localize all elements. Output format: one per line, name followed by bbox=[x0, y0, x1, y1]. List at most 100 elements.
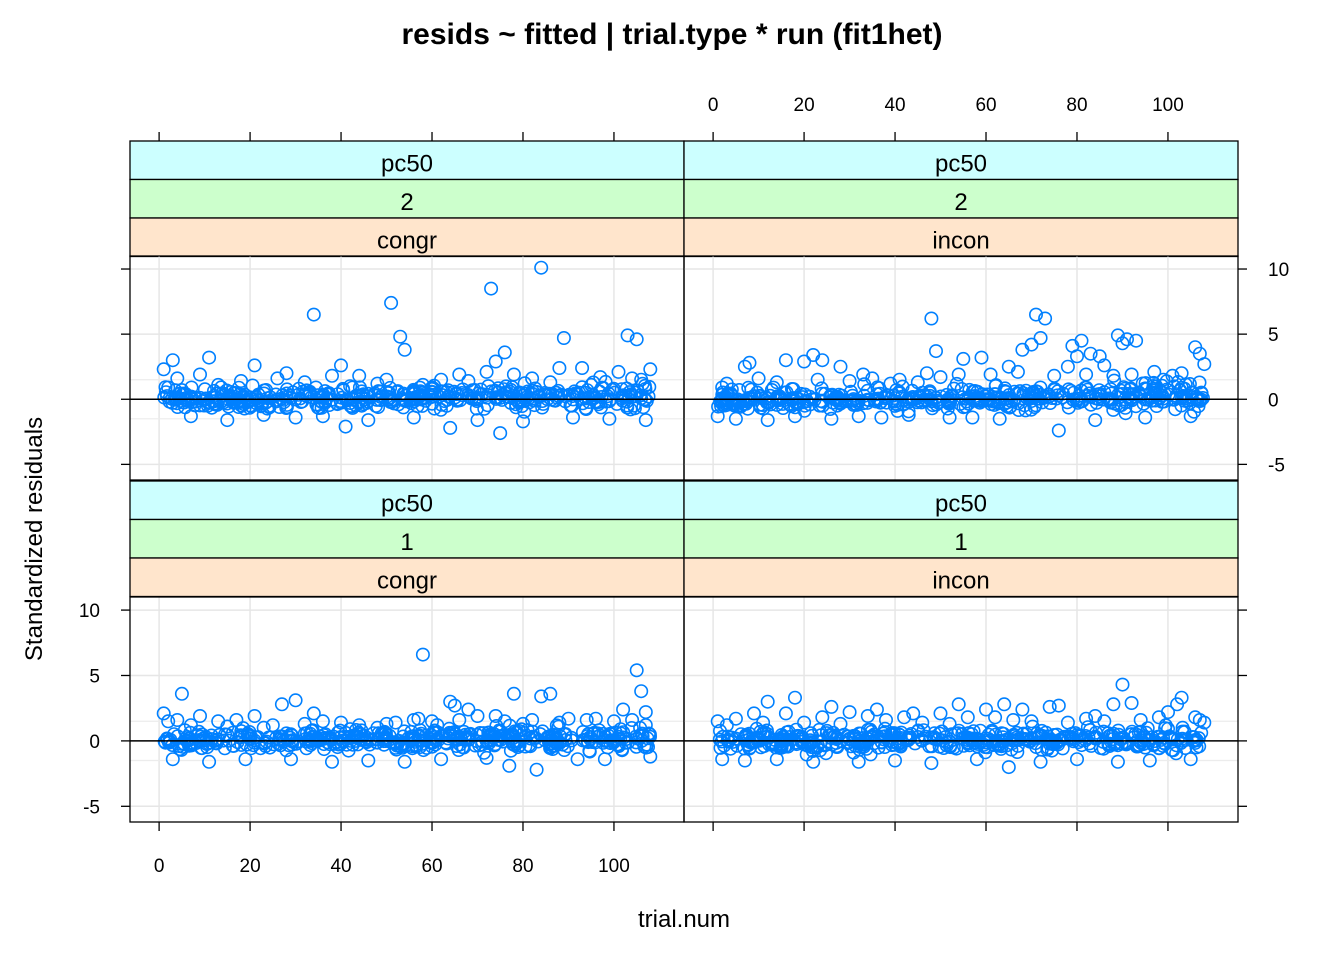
data-point bbox=[352, 718, 367, 733]
data-point bbox=[1001, 359, 1016, 374]
data-point bbox=[887, 753, 902, 768]
data-point bbox=[434, 372, 449, 387]
data-point bbox=[1156, 372, 1171, 387]
data-point bbox=[199, 736, 214, 751]
data-point bbox=[323, 731, 338, 746]
data-point bbox=[602, 411, 617, 426]
data-point bbox=[1120, 332, 1135, 347]
data-point bbox=[1157, 735, 1172, 750]
data-point bbox=[813, 393, 828, 408]
strip-label: 2 bbox=[954, 189, 967, 216]
panel-p-incon-2: pc50 2 incon bbox=[683, 140, 1239, 481]
data-point bbox=[737, 359, 752, 374]
data-point bbox=[418, 732, 433, 747]
data-point bbox=[1161, 705, 1176, 720]
panel-p-congr-1: pc50 1 congr bbox=[129, 480, 685, 823]
data-point bbox=[1060, 359, 1075, 374]
data-point bbox=[1110, 754, 1125, 769]
data-point bbox=[441, 383, 456, 398]
data-point bbox=[403, 393, 418, 408]
data-point bbox=[529, 762, 544, 777]
data-point bbox=[928, 344, 943, 359]
data-point bbox=[1018, 403, 1033, 418]
x-tick-label: 40 bbox=[884, 95, 905, 116]
data-point bbox=[1158, 718, 1173, 733]
data-point bbox=[395, 738, 410, 753]
data-point bbox=[158, 735, 173, 750]
strip-1 bbox=[683, 178, 1239, 219]
y-tick-label: 5 bbox=[1268, 325, 1279, 346]
data-point bbox=[379, 372, 394, 387]
data-point bbox=[202, 350, 217, 365]
strip-label: pc50 bbox=[935, 151, 987, 178]
data-point bbox=[173, 393, 188, 408]
data-point bbox=[1146, 375, 1161, 390]
y-tick-label: -5 bbox=[1268, 455, 1285, 476]
data-point bbox=[565, 389, 580, 404]
data-point bbox=[1093, 741, 1108, 756]
data-point bbox=[370, 376, 385, 391]
data-point bbox=[493, 426, 508, 441]
data-point bbox=[361, 753, 376, 768]
data-point bbox=[1178, 740, 1193, 755]
data-point bbox=[833, 359, 848, 374]
data-point bbox=[911, 723, 926, 738]
data-point bbox=[776, 729, 791, 744]
x-tick-label: 100 bbox=[598, 856, 630, 877]
data-point bbox=[785, 391, 800, 406]
strip-label: incon bbox=[932, 568, 989, 595]
data-point bbox=[1079, 380, 1094, 395]
data-point bbox=[625, 712, 640, 727]
data-point bbox=[1088, 413, 1103, 428]
data-point bbox=[1191, 731, 1206, 746]
data-point bbox=[481, 725, 496, 740]
data-point bbox=[279, 743, 294, 758]
data-point bbox=[1106, 697, 1121, 712]
data-point bbox=[452, 367, 467, 382]
data-point bbox=[505, 731, 520, 746]
data-point bbox=[424, 714, 439, 729]
data-point bbox=[452, 712, 467, 727]
data-point bbox=[972, 395, 987, 410]
data-point bbox=[634, 684, 649, 699]
data-point bbox=[174, 383, 189, 398]
data-point bbox=[1110, 328, 1125, 343]
data-point bbox=[393, 329, 408, 344]
data-point bbox=[893, 737, 908, 752]
data-point bbox=[220, 719, 235, 734]
data-point bbox=[1033, 380, 1048, 395]
data-point bbox=[719, 718, 734, 733]
data-point bbox=[769, 752, 784, 767]
data-point bbox=[1183, 409, 1198, 424]
strip-label: congr bbox=[377, 228, 437, 255]
data-point bbox=[1061, 382, 1076, 397]
data-point bbox=[870, 729, 885, 744]
data-point bbox=[623, 402, 638, 417]
data-point bbox=[161, 380, 176, 395]
y-tick-label: 0 bbox=[1268, 390, 1279, 411]
data-point bbox=[988, 710, 1003, 725]
data-point bbox=[997, 697, 1012, 712]
data-point bbox=[288, 693, 303, 708]
data-point bbox=[1047, 368, 1062, 383]
strip-1 bbox=[129, 178, 685, 219]
y-tick-label: 5 bbox=[89, 666, 100, 687]
data-point bbox=[234, 373, 249, 388]
data-point bbox=[461, 730, 476, 745]
data-point bbox=[451, 729, 466, 744]
x-tick-label: 60 bbox=[975, 95, 996, 116]
data-point bbox=[851, 754, 866, 769]
data-point bbox=[384, 394, 399, 409]
data-point bbox=[558, 394, 573, 409]
data-point bbox=[470, 413, 485, 428]
points-group bbox=[710, 307, 1212, 438]
data-point bbox=[883, 376, 898, 391]
data-point bbox=[515, 716, 530, 731]
data-point bbox=[1015, 702, 1030, 717]
data-point bbox=[411, 711, 426, 726]
strip-2 bbox=[683, 557, 1239, 598]
data-point bbox=[1010, 744, 1025, 759]
data-point bbox=[315, 714, 330, 729]
x-tick-label: 0 bbox=[154, 856, 165, 877]
